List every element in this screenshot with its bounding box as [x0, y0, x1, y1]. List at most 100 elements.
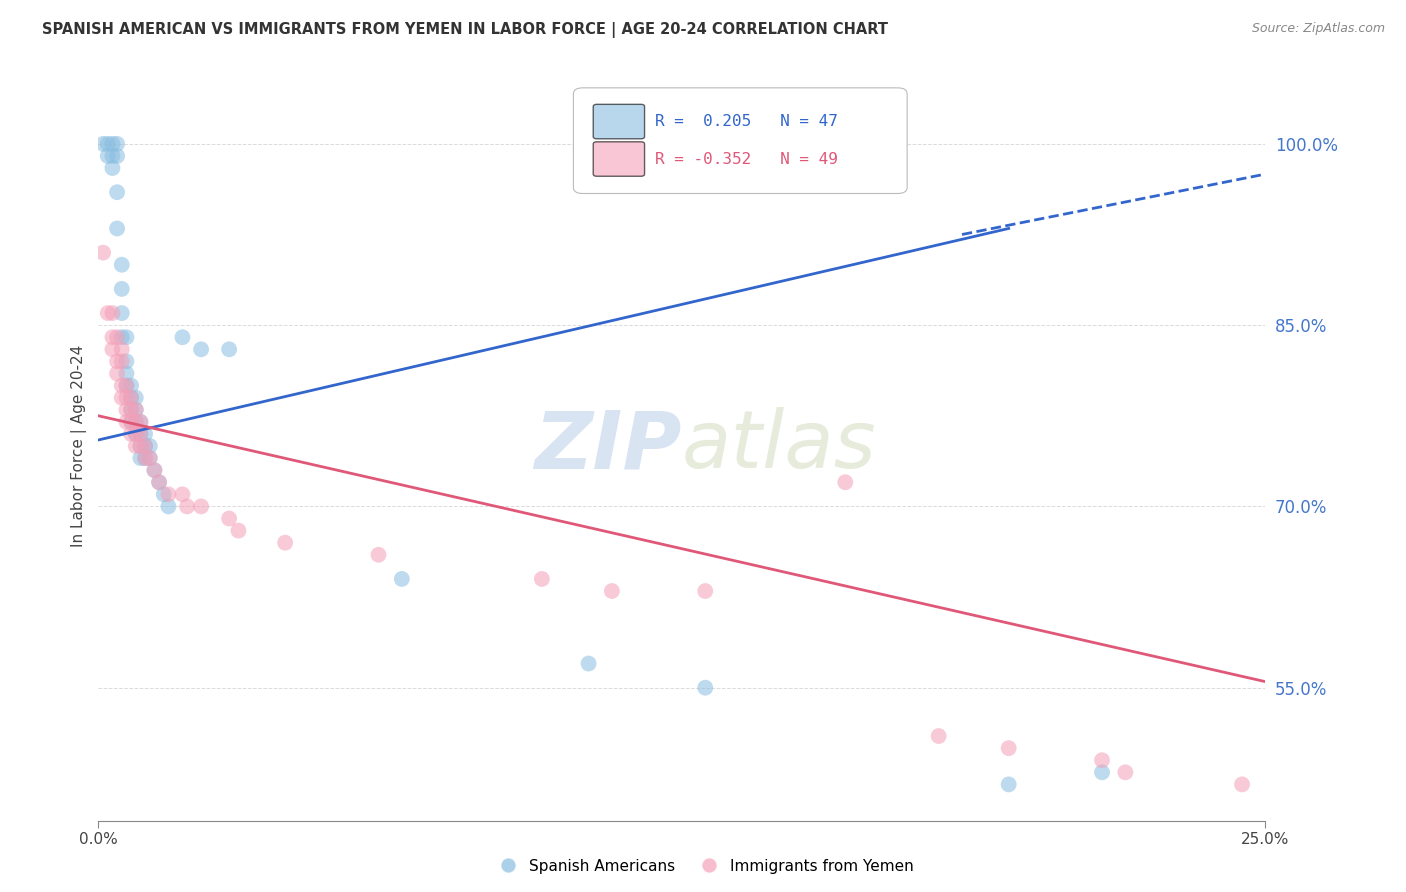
Point [115, 378, 138, 392]
Y-axis label: In Labor Force | Age 20-24: In Labor Force | Age 20-24 [72, 345, 87, 547]
Point [928, 729, 950, 743]
Point [115, 402, 138, 417]
Point [1091, 765, 1114, 780]
Point [134, 451, 156, 466]
Text: Source: ZipAtlas.com: Source: ZipAtlas.com [1251, 22, 1385, 36]
Legend: Spanish Americans, Immigrants from Yemen: Spanish Americans, Immigrants from Yemen [486, 853, 920, 880]
Point [391, 572, 413, 586]
Point [120, 426, 142, 441]
Point [152, 487, 174, 501]
Point [172, 330, 194, 344]
Point [125, 415, 148, 429]
Point [1114, 765, 1136, 780]
Point [176, 500, 198, 514]
Text: atlas: atlas [682, 407, 877, 485]
Point [1091, 753, 1114, 767]
Point [129, 439, 152, 453]
Point [1230, 777, 1253, 791]
Point [115, 367, 138, 381]
Point [101, 343, 124, 357]
Point [125, 391, 148, 405]
Point [101, 306, 124, 320]
Point [134, 439, 156, 453]
Point [125, 426, 148, 441]
Point [111, 258, 134, 272]
Point [228, 524, 250, 538]
Point [125, 439, 148, 453]
Point [120, 415, 142, 429]
Point [101, 330, 124, 344]
Point [600, 584, 623, 599]
Point [530, 572, 553, 586]
Point [111, 282, 134, 296]
Point [120, 391, 142, 405]
Point [997, 741, 1019, 756]
Point [129, 415, 152, 429]
Point [115, 378, 138, 392]
Point [125, 402, 148, 417]
Point [695, 584, 717, 599]
Point [120, 402, 142, 417]
Point [134, 426, 156, 441]
FancyBboxPatch shape [574, 87, 907, 194]
Point [143, 463, 166, 477]
Point [172, 487, 194, 501]
Point [129, 415, 152, 429]
Text: R =  0.205   N = 47: R = 0.205 N = 47 [655, 114, 838, 129]
Point [129, 439, 152, 453]
Point [125, 426, 148, 441]
Point [190, 343, 212, 357]
Text: SPANISH AMERICAN VS IMMIGRANTS FROM YEMEN IN LABOR FORCE | AGE 20-24 CORRELATION: SPANISH AMERICAN VS IMMIGRANTS FROM YEME… [42, 22, 889, 38]
Point [695, 681, 717, 695]
Point [125, 415, 148, 429]
Point [105, 221, 128, 235]
Point [97, 306, 120, 320]
Point [101, 161, 124, 175]
Point [105, 330, 128, 344]
Point [97, 149, 120, 163]
Point [101, 136, 124, 151]
Point [105, 354, 128, 368]
Point [120, 391, 142, 405]
Text: ZIP: ZIP [534, 407, 682, 485]
Point [97, 136, 120, 151]
Point [91, 136, 114, 151]
Point [274, 535, 297, 549]
FancyBboxPatch shape [593, 104, 644, 139]
Point [115, 354, 138, 368]
Point [367, 548, 389, 562]
Point [578, 657, 600, 671]
Point [129, 426, 152, 441]
Point [125, 402, 148, 417]
Point [111, 378, 134, 392]
Point [148, 475, 170, 490]
Point [139, 451, 162, 466]
Point [143, 463, 166, 477]
Point [105, 367, 128, 381]
Text: R = -0.352   N = 49: R = -0.352 N = 49 [655, 152, 838, 167]
Point [139, 451, 162, 466]
Point [218, 343, 240, 357]
Point [139, 439, 162, 453]
Point [129, 451, 152, 466]
Point [105, 149, 128, 163]
Point [111, 306, 134, 320]
Point [120, 402, 142, 417]
Point [834, 475, 856, 490]
Point [111, 343, 134, 357]
FancyBboxPatch shape [593, 142, 644, 177]
Point [115, 415, 138, 429]
Point [120, 378, 142, 392]
Point [218, 511, 240, 525]
Point [115, 391, 138, 405]
Point [111, 330, 134, 344]
Point [157, 500, 180, 514]
Point [120, 415, 142, 429]
Point [115, 330, 138, 344]
Point [111, 354, 134, 368]
Point [101, 149, 124, 163]
Point [134, 451, 156, 466]
Point [129, 426, 152, 441]
Point [105, 136, 128, 151]
Point [190, 500, 212, 514]
